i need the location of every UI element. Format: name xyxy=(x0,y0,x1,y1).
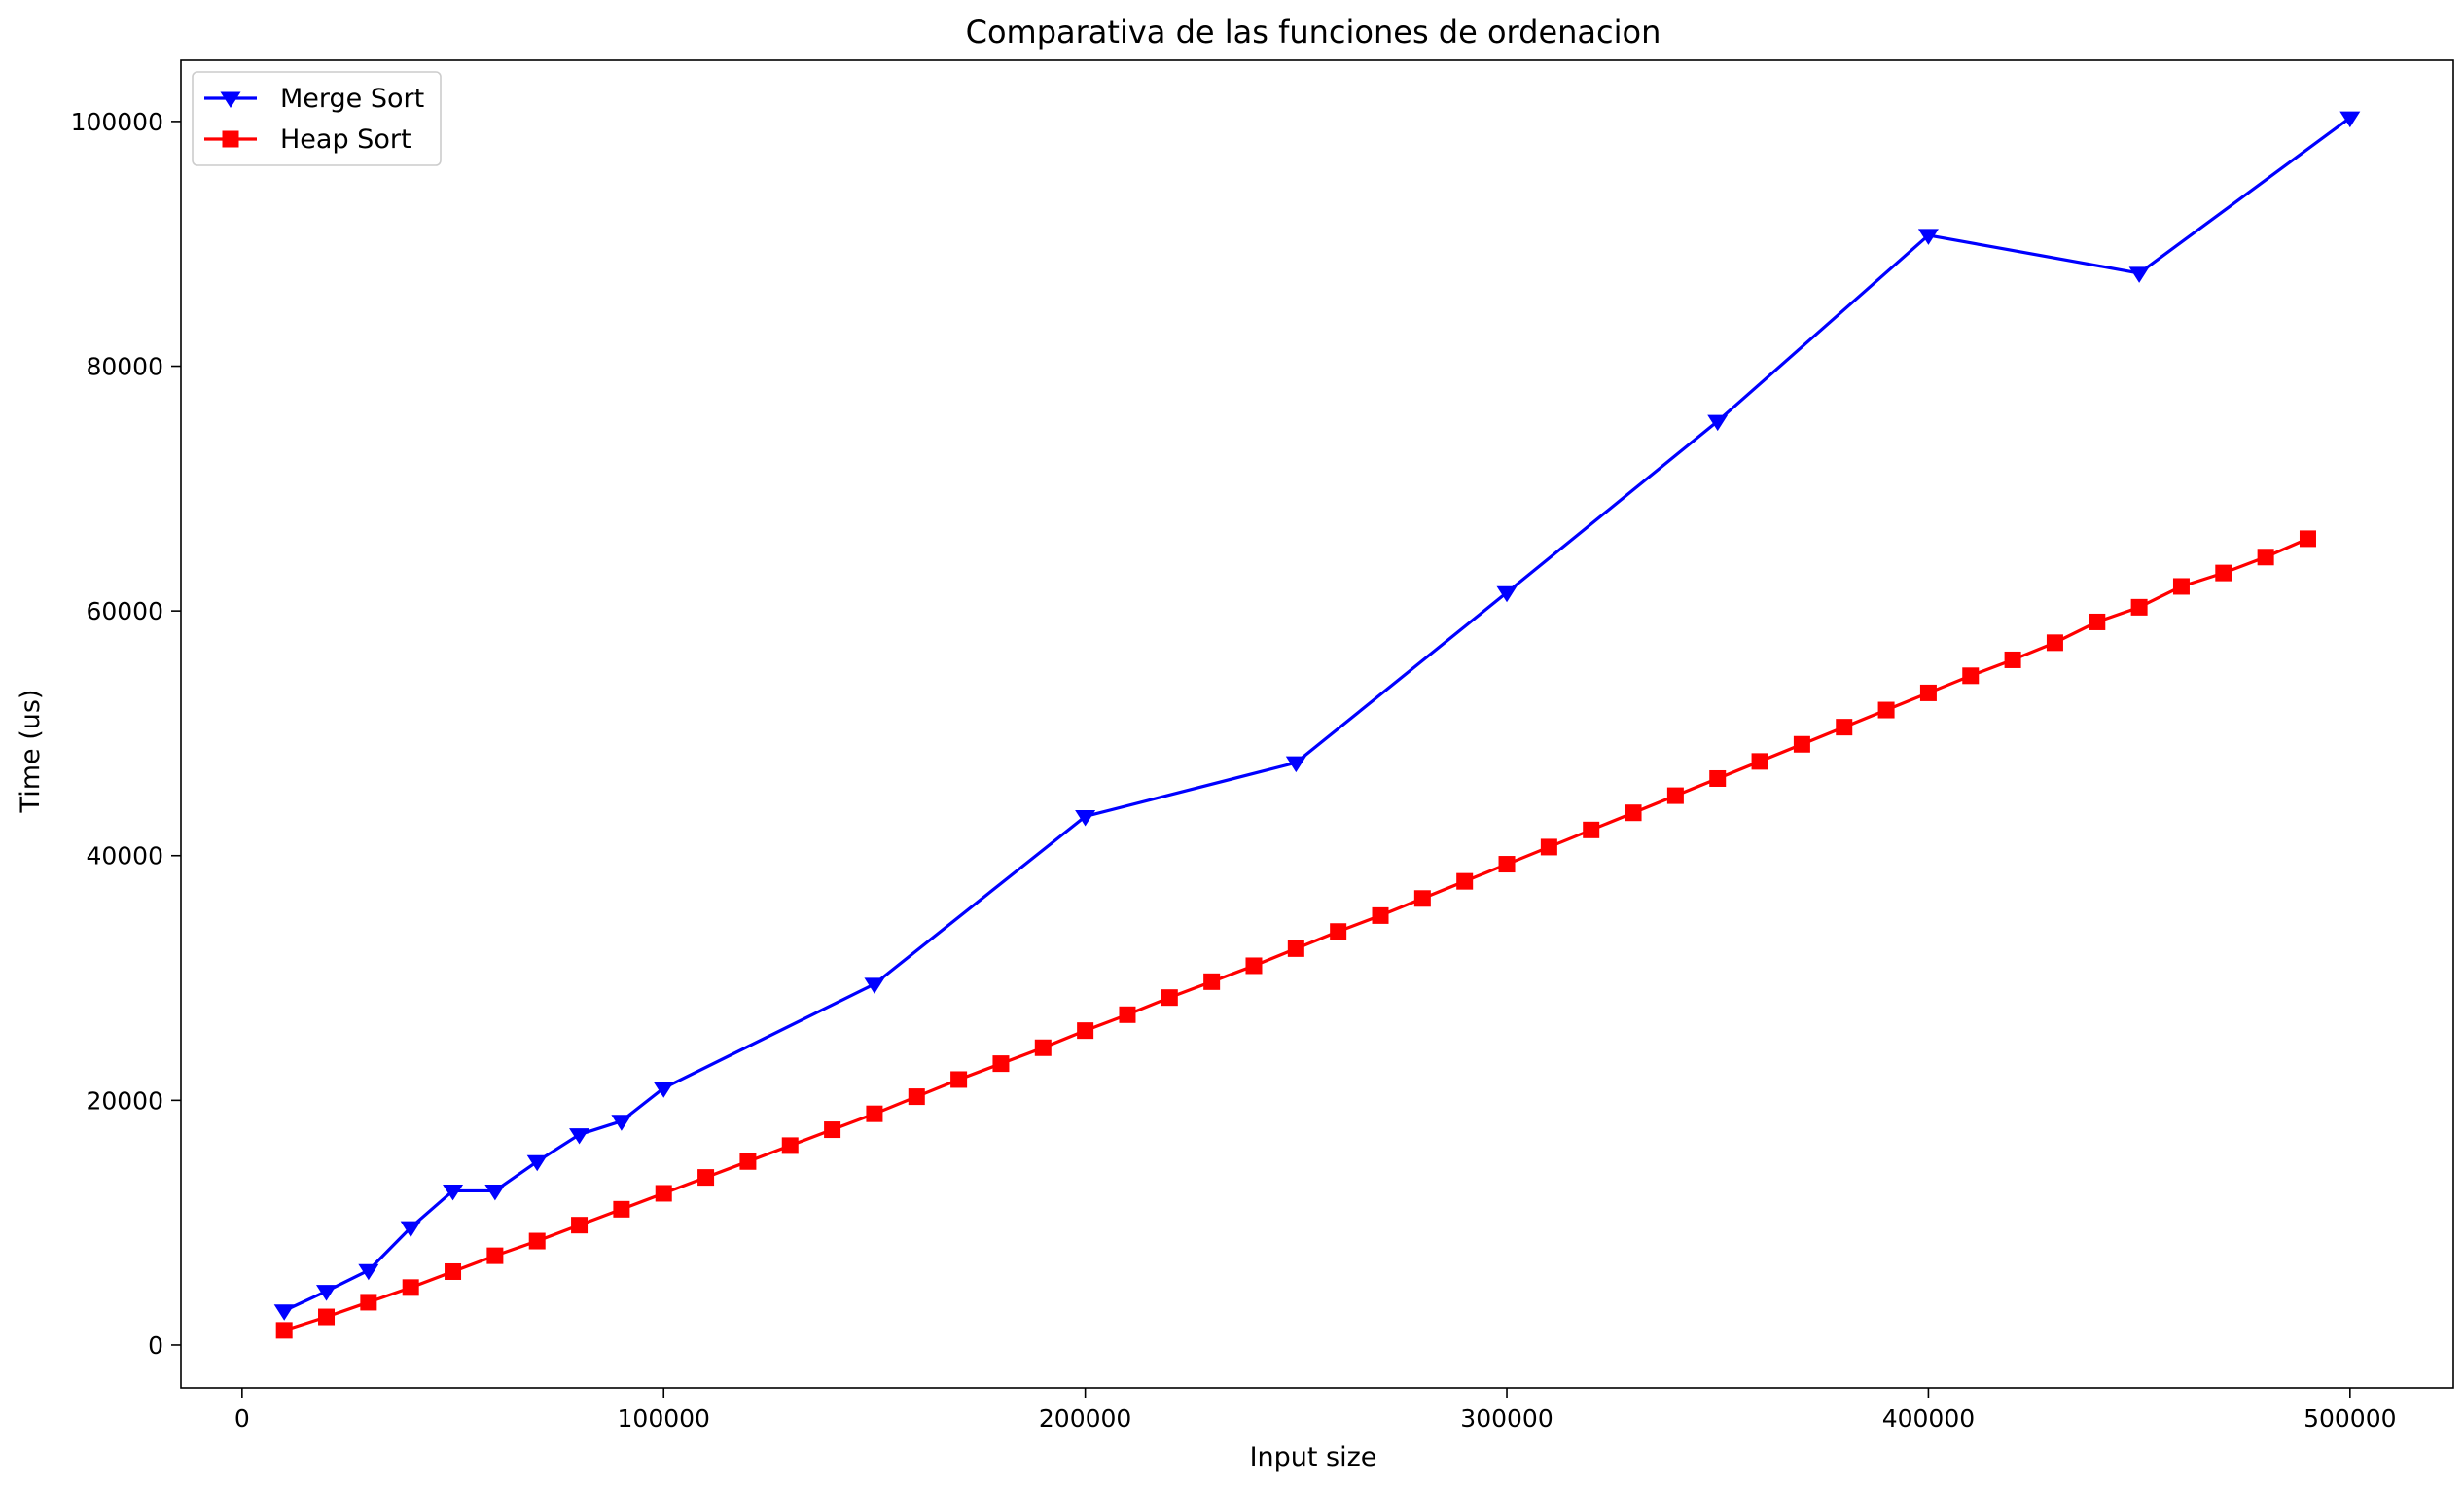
data-point-heap-sort xyxy=(402,1279,419,1296)
plot-area: 0 100000 200000 300000 400000 500000 0 20000 400… xyxy=(71,59,2454,1433)
data-point-merge-sort xyxy=(358,1263,379,1281)
y-tick-label: 80000 xyxy=(86,353,163,381)
data-point-merge-sort xyxy=(611,1115,632,1131)
series-line-merge-sort xyxy=(282,115,2353,1313)
data-point-heap-sort xyxy=(1245,957,1263,975)
data-point-heap-sort xyxy=(739,1153,757,1170)
x-tick-label: 400000 xyxy=(1882,1404,1975,1433)
data-point-merge-sort xyxy=(2128,266,2150,283)
data-point-heap-sort xyxy=(2046,634,2063,652)
data-point-merge-sort xyxy=(864,977,885,994)
x-tick-label: 100000 xyxy=(618,1404,710,1433)
chart-title: Comparativa de las funciones de ordenaci… xyxy=(966,14,1661,51)
data-point-heap-sort xyxy=(866,1105,883,1122)
data-point-merge-sort xyxy=(443,1184,464,1201)
y-tick-label: 60000 xyxy=(86,597,163,625)
legend-label-merge-sort: Merge Sort xyxy=(280,84,424,114)
data-point-merge-sort xyxy=(2339,111,2361,128)
data-point-heap-sort xyxy=(1498,856,1516,873)
data-point-heap-sort xyxy=(950,1071,968,1088)
x-tick-label: 500000 xyxy=(2303,1404,2396,1433)
data-point-heap-sort xyxy=(445,1262,462,1280)
legend-marker-merge-sort xyxy=(220,91,241,108)
data-point-merge-sort xyxy=(484,1184,506,1201)
data-point-heap-sort xyxy=(1287,940,1304,957)
data-point-heap-sort xyxy=(781,1137,799,1154)
data-point-merge-sort xyxy=(1285,756,1306,773)
data-point-heap-sort xyxy=(1919,684,1937,701)
y-tick-label: 0 xyxy=(148,1331,163,1360)
y-tick-label: 100000 xyxy=(71,108,163,136)
data-point-heap-sort xyxy=(697,1169,715,1187)
data-point-heap-sort xyxy=(992,1055,1010,1073)
data-point-merge-sort xyxy=(273,1304,295,1321)
data-point-merge-sort xyxy=(653,1082,674,1098)
data-point-heap-sort xyxy=(1583,821,1600,838)
data-point-heap-sort xyxy=(486,1247,504,1264)
data-point-merge-sort xyxy=(569,1128,590,1145)
plot-frame xyxy=(180,59,2454,1389)
data-point-heap-sort xyxy=(318,1308,336,1326)
data-point-merge-sort xyxy=(1496,585,1518,603)
data-point-heap-sort xyxy=(1836,719,1853,736)
data-point-heap-sort xyxy=(1793,735,1810,753)
data-point-heap-sort xyxy=(360,1294,377,1311)
y-tick-label: 40000 xyxy=(86,842,163,870)
data-point-heap-sort xyxy=(571,1217,589,1234)
data-point-heap-sort xyxy=(2089,613,2106,630)
legend-box xyxy=(192,71,442,166)
data-point-heap-sort xyxy=(1877,701,1895,719)
data-point-heap-sort xyxy=(1330,923,1347,940)
data-point-heap-sort xyxy=(1751,753,1768,770)
data-point-heap-sort xyxy=(1540,838,1557,856)
y-axis-label: Time (us) xyxy=(16,690,46,814)
data-point-heap-sort xyxy=(2299,530,2316,548)
data-point-heap-sort xyxy=(1625,804,1642,822)
data-point-heap-sort xyxy=(2130,598,2148,616)
data-point-heap-sort xyxy=(824,1121,841,1139)
data-point-heap-sort xyxy=(1161,989,1178,1007)
data-point-heap-sort xyxy=(1077,1022,1094,1040)
data-point-heap-sort xyxy=(1034,1039,1052,1056)
data-point-heap-sort xyxy=(908,1088,925,1106)
legend-marker-heap-sort xyxy=(222,130,239,148)
data-point-heap-sort xyxy=(1962,667,1980,685)
data-point-heap-sort xyxy=(655,1185,672,1202)
data-point-heap-sort xyxy=(2172,578,2190,595)
x-tick-label: 200000 xyxy=(1039,1404,1131,1433)
data-point-heap-sort xyxy=(2215,564,2232,582)
data-point-heap-sort xyxy=(1456,872,1474,890)
x-axis-label: Input size xyxy=(1250,1442,1377,1472)
data-point-heap-sort xyxy=(1372,906,1389,924)
data-point-heap-sort xyxy=(1203,973,1221,990)
data-point-heap-sort xyxy=(613,1200,630,1218)
data-point-merge-sort xyxy=(316,1285,338,1301)
data-point-merge-sort xyxy=(1075,809,1096,827)
data-point-heap-sort xyxy=(2004,651,2021,668)
data-point-merge-sort xyxy=(1707,414,1729,432)
legend-label-heap-sort: Heap Sort xyxy=(280,124,411,155)
data-point-heap-sort xyxy=(1666,787,1684,804)
x-tick-label: 300000 xyxy=(1460,1404,1553,1433)
data-point-merge-sort xyxy=(526,1154,548,1172)
data-point-heap-sort xyxy=(528,1232,546,1250)
data-point-heap-sort xyxy=(2257,549,2274,566)
data-point-merge-sort xyxy=(400,1221,421,1238)
data-point-merge-sort xyxy=(1917,229,1939,245)
data-point-heap-sort xyxy=(1119,1006,1136,1023)
y-tick-label: 20000 xyxy=(86,1086,163,1115)
x-tick-label: 0 xyxy=(234,1404,250,1433)
data-point-heap-sort xyxy=(1413,890,1431,907)
data-point-heap-sort xyxy=(1709,769,1727,787)
data-point-heap-sort xyxy=(275,1322,293,1339)
